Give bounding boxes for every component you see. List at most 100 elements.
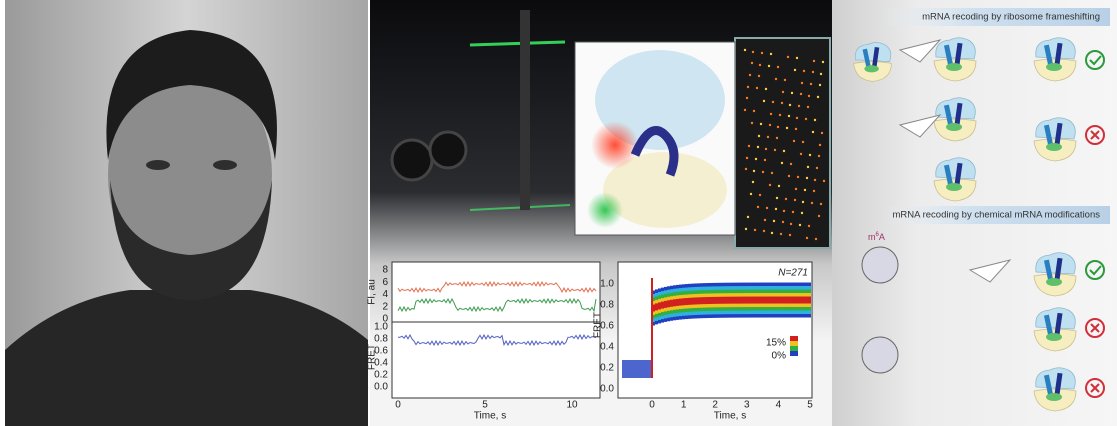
heat-cell [748,296,751,304]
speck [764,87,768,91]
speck [790,91,794,95]
y-tick-label: 0.8 [600,300,614,311]
x-tick-label: 1 [681,400,687,411]
speck [781,90,785,94]
x-tick-label: 5 [482,400,488,411]
speck [743,108,747,112]
speck [786,55,790,59]
y-tick-label: 8 [382,265,388,276]
face [108,65,272,285]
speck [751,50,755,54]
speck [783,78,787,82]
speck [789,162,793,166]
speck [788,103,792,107]
speck [822,179,826,183]
speck [804,117,808,121]
label-part: 6 [876,232,880,238]
heat-cell [715,296,718,304]
heat-cell [721,296,724,304]
trna [630,126,679,177]
speck [780,101,784,105]
x-tick-label: 0 [649,400,655,411]
speck [769,112,773,116]
x-axis-label: Time, s [474,411,506,422]
sweater [5,290,368,426]
heat-cell [796,296,799,304]
x-tick-label: 0 [395,400,401,411]
speck [818,143,822,147]
heat-cell [679,298,682,306]
speck [765,206,769,210]
speck [746,85,750,89]
heat-cell [670,299,673,307]
speck [811,70,815,74]
speck [799,152,803,156]
speck [787,114,791,118]
check-icon [1085,260,1105,280]
modification-label: m6A [868,232,885,243]
eyepiece [390,138,434,182]
heat-cell [754,296,757,304]
heatmap [622,278,811,378]
speck [792,139,796,143]
speck [754,157,758,161]
speck [770,231,774,235]
speck [752,109,756,113]
fluorophore [591,121,639,169]
gauge [898,39,942,63]
heat-cell [727,296,730,304]
speck [776,125,780,129]
speck [800,211,804,215]
heat-cell [739,296,742,304]
speck [800,81,804,85]
heat-cell [769,296,772,304]
monitor [734,37,831,249]
speck [797,104,801,108]
speck [778,113,782,117]
heat-cell [781,296,784,304]
heat-cell [655,303,658,311]
header: mRNA recoding by chemical mRNA modificat… [893,210,1101,221]
heat-cell [673,299,676,307]
label-part: A [879,232,885,242]
speck [789,222,793,226]
heat-cell [685,298,688,306]
speck [801,140,805,144]
y-axis-label: FRET [367,344,378,370]
speck [782,149,786,153]
speck [819,72,823,76]
speck [816,95,820,99]
speck [757,134,761,138]
speck [813,178,817,182]
heat-cell [682,298,685,306]
speck [760,51,764,55]
speck [802,69,806,73]
heat-cell [808,296,811,304]
heat-cell [667,300,670,308]
heat-cell [745,296,748,304]
speck [794,187,798,191]
speck [821,60,825,64]
heat-cell [742,296,745,304]
heat-cell [760,296,763,304]
speck [795,116,799,120]
speck [769,52,773,56]
mrna-complex [861,336,899,374]
speck [763,158,767,162]
speck [803,188,807,192]
speck [781,220,785,224]
speck [768,123,772,127]
heat-cell [775,296,778,304]
speck [788,233,792,237]
speck [763,218,767,222]
label-part: m [868,232,876,242]
y-axis-label: FI, au [367,279,378,305]
heat-cell [772,296,775,304]
speck [767,64,771,68]
speck [799,92,803,96]
check-icon [1085,50,1105,70]
heat-cell [688,297,691,305]
cross-icon [1085,378,1105,398]
speck [753,228,757,232]
